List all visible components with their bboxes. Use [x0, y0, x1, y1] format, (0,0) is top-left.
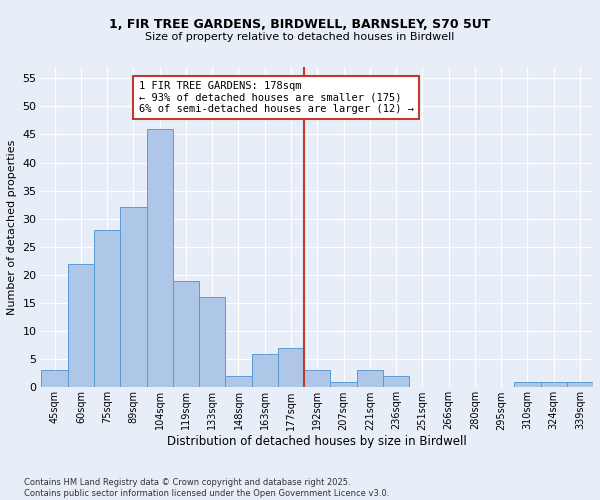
Y-axis label: Number of detached properties: Number of detached properties: [7, 140, 17, 315]
Bar: [120, 208, 146, 388]
Bar: [356, 370, 383, 388]
Bar: [251, 354, 278, 388]
Bar: [146, 129, 173, 388]
Bar: [278, 348, 304, 388]
Bar: [41, 370, 68, 388]
Text: 1 FIR TREE GARDENS: 178sqm
← 93% of detached houses are smaller (175)
6% of semi: 1 FIR TREE GARDENS: 178sqm ← 93% of deta…: [139, 81, 413, 114]
Bar: [304, 370, 331, 388]
Bar: [226, 376, 251, 388]
Bar: [383, 376, 409, 388]
Bar: [331, 382, 356, 388]
Bar: [199, 298, 226, 388]
Bar: [567, 382, 593, 388]
X-axis label: Distribution of detached houses by size in Birdwell: Distribution of detached houses by size …: [167, 435, 467, 448]
Text: Size of property relative to detached houses in Birdwell: Size of property relative to detached ho…: [145, 32, 455, 42]
Bar: [514, 382, 541, 388]
Bar: [94, 230, 120, 388]
Bar: [173, 280, 199, 388]
Text: Contains HM Land Registry data © Crown copyright and database right 2025.
Contai: Contains HM Land Registry data © Crown c…: [24, 478, 389, 498]
Text: 1, FIR TREE GARDENS, BIRDWELL, BARNSLEY, S70 5UT: 1, FIR TREE GARDENS, BIRDWELL, BARNSLEY,…: [109, 18, 491, 30]
Bar: [68, 264, 94, 388]
Bar: [541, 382, 567, 388]
